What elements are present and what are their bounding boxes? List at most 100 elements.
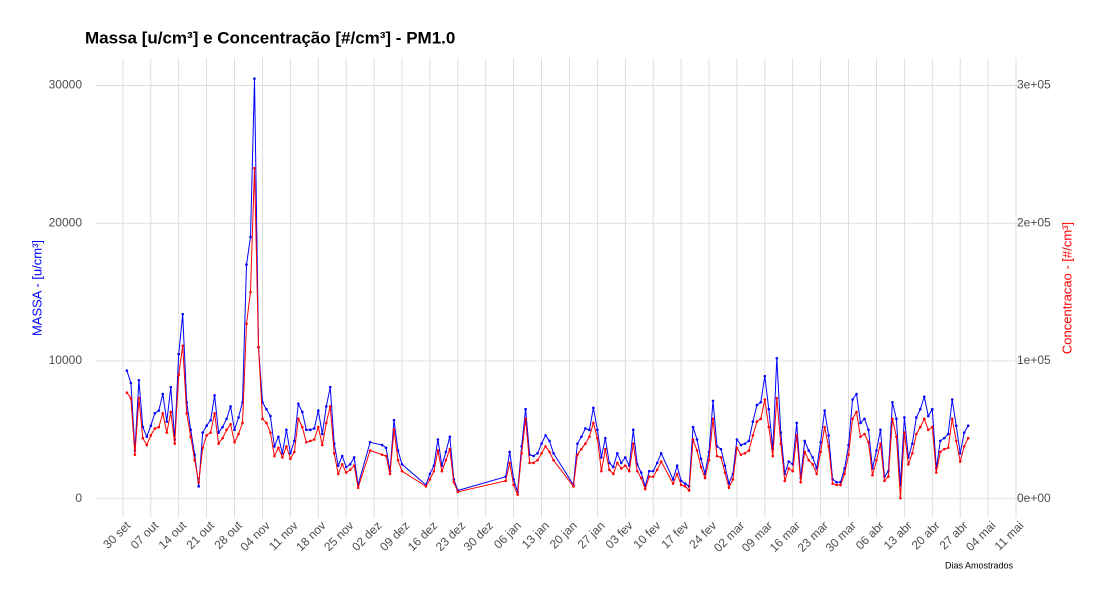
data-point — [875, 449, 878, 452]
data-point — [623, 456, 627, 459]
data-point — [946, 432, 950, 436]
data-point — [588, 428, 591, 432]
data-point — [424, 485, 428, 488]
data-point — [907, 462, 910, 466]
data-point — [643, 487, 647, 491]
data-point — [281, 456, 284, 459]
data-point — [576, 442, 579, 445]
data-point — [843, 472, 846, 476]
data-point — [879, 428, 882, 432]
data-point — [572, 485, 575, 488]
data-point — [293, 439, 296, 443]
data-point — [859, 435, 862, 439]
data-point — [285, 428, 288, 432]
data-point — [324, 421, 328, 425]
data-point — [209, 431, 212, 434]
data-point — [683, 482, 687, 485]
data-point — [819, 450, 822, 454]
data-point — [731, 478, 735, 481]
data-point — [508, 461, 511, 465]
data-point — [631, 442, 635, 445]
data-point — [221, 436, 224, 440]
data-point — [237, 416, 240, 419]
data-point — [608, 468, 611, 472]
data-point — [819, 440, 822, 444]
data-point — [966, 424, 970, 428]
data-point — [189, 435, 192, 439]
data-point — [169, 410, 173, 414]
data-point — [544, 445, 547, 448]
data-point — [954, 439, 958, 443]
data-point — [751, 420, 755, 423]
data-point — [348, 468, 352, 472]
data-point — [946, 446, 950, 450]
data-point — [942, 447, 946, 451]
data-point — [185, 412, 189, 415]
data-point — [540, 442, 543, 445]
data-point — [787, 467, 791, 470]
data-point — [145, 443, 149, 447]
data-point — [245, 322, 248, 326]
data-point — [456, 490, 460, 494]
data-point — [161, 412, 165, 415]
data-point — [950, 398, 954, 401]
data-point — [707, 458, 711, 462]
data-point — [352, 464, 356, 467]
data-point — [297, 417, 300, 421]
data-point — [305, 440, 308, 444]
y2-tick-label: 1e+05 — [1017, 353, 1051, 367]
data-point — [348, 462, 352, 466]
data-point — [197, 480, 200, 484]
data-point — [930, 407, 934, 411]
data-point — [867, 440, 870, 444]
data-point — [576, 453, 579, 456]
data-point — [380, 453, 384, 456]
data-point — [926, 414, 930, 418]
data-point — [177, 352, 181, 356]
data-point — [919, 425, 922, 429]
data-point — [747, 439, 751, 443]
data-point — [715, 454, 719, 458]
data-point — [297, 402, 300, 405]
data-point — [508, 450, 511, 454]
data-point — [879, 442, 882, 445]
data-point — [811, 462, 814, 466]
data-point — [524, 417, 527, 421]
data-point — [205, 424, 208, 428]
data-point — [675, 472, 679, 476]
data-point — [751, 434, 755, 437]
data-point — [169, 385, 173, 389]
data-point — [763, 398, 767, 401]
data-point — [926, 428, 930, 432]
data-point — [871, 474, 874, 477]
data-point — [783, 479, 787, 483]
data-point — [739, 453, 743, 456]
y2-tick-label: 3e+05 — [1017, 78, 1051, 92]
data-point — [504, 479, 507, 483]
data-point — [915, 432, 918, 436]
data-point — [312, 438, 316, 441]
data-point — [787, 460, 791, 463]
data-point — [942, 436, 946, 440]
data-point — [755, 420, 759, 423]
data-point — [616, 451, 619, 455]
data-point — [679, 479, 683, 483]
data-point — [596, 436, 599, 440]
data-point — [747, 449, 751, 452]
data-point — [428, 478, 432, 481]
data-point — [779, 442, 783, 445]
data-point — [213, 394, 216, 397]
data-point — [221, 425, 224, 429]
data-point — [328, 385, 332, 389]
data-point — [173, 442, 177, 445]
data-point — [855, 392, 858, 396]
data-point — [727, 486, 731, 490]
data-point — [847, 453, 850, 456]
data-point — [293, 450, 296, 454]
data-point — [891, 417, 894, 421]
data-point — [608, 461, 611, 465]
data-point — [137, 378, 141, 382]
data-point — [695, 438, 699, 441]
data-point — [217, 442, 220, 445]
